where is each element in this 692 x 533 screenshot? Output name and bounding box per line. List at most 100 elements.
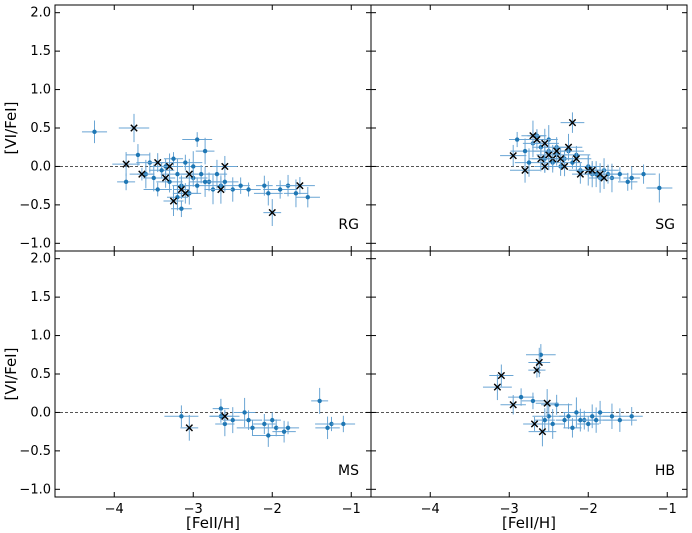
cross-marker-stroke — [560, 162, 569, 171]
y-tick-label: −1.0 — [19, 482, 51, 497]
data-point — [329, 421, 334, 427]
data-point — [214, 171, 220, 177]
panel-frame-bottom-left — [54, 250, 372, 498]
cross-marker-stroke — [568, 118, 577, 127]
data-point — [518, 394, 524, 400]
cross-marker-stroke — [564, 143, 573, 151]
data-point — [123, 179, 129, 185]
cross-marker-stroke — [576, 170, 585, 178]
cross-marker-stroke — [161, 174, 170, 182]
panel-frame-top-right — [370, 4, 688, 252]
y-axis-label-top: [VI/FeI] — [2, 102, 20, 155]
panel-hb: −4 −3 −2 −1 HB — [371, 251, 687, 517]
data-point — [262, 421, 267, 427]
data-point — [285, 425, 291, 431]
data-point — [281, 429, 287, 434]
cross-marker-stroke — [221, 162, 229, 171]
data-point — [629, 414, 634, 419]
cross-marker-stroke — [556, 155, 565, 163]
data-point — [222, 421, 228, 427]
cross-marker-stroke — [181, 189, 190, 198]
x-tick-label: −2 — [579, 502, 598, 517]
data-point — [195, 137, 200, 142]
data-point — [195, 183, 200, 188]
x-tick-label: −1 — [342, 502, 361, 517]
cross-marker-stroke — [541, 162, 549, 171]
data-point — [270, 417, 275, 423]
x-tick-label: −4 — [105, 502, 124, 517]
x-axis-label-right: [FeII/H] — [502, 514, 556, 532]
data-point — [550, 421, 555, 427]
cross-marker-stroke — [130, 124, 138, 132]
x-tick-label: −3 — [184, 502, 203, 517]
y-tick-label: 2.0 — [30, 6, 51, 21]
cross-marker-stroke — [185, 424, 193, 432]
data-point — [617, 417, 623, 423]
data-point — [305, 194, 310, 200]
cross-marker-stroke — [165, 162, 174, 171]
data-point — [191, 164, 196, 169]
data-point — [625, 179, 630, 185]
data-point — [246, 417, 251, 423]
cross-marker-stroke — [541, 139, 549, 148]
data-point — [609, 414, 615, 419]
data-point — [586, 421, 591, 427]
cross-marker-stroke — [552, 147, 561, 155]
data-point — [566, 414, 571, 419]
panel-label: HB — [655, 463, 675, 479]
data-point — [246, 187, 251, 192]
cross-marker-stroke — [596, 170, 604, 178]
data-point — [514, 137, 520, 142]
panel-frame-bottom-right — [370, 250, 688, 498]
panel-label: SG — [655, 217, 675, 233]
data-point — [641, 171, 646, 177]
data-point — [222, 179, 228, 185]
cross-marker-stroke — [529, 131, 537, 140]
data-point — [250, 425, 255, 431]
panel-sg: SG — [371, 5, 687, 251]
cross-marker-stroke — [509, 151, 517, 160]
data-point — [179, 414, 184, 419]
cross-marker-stroke — [138, 170, 146, 178]
x-tick-label: −4 — [421, 502, 440, 517]
panel-frame-top-left — [54, 4, 372, 252]
y-tick-label: 2.0 — [30, 252, 51, 267]
panel-label: RG — [338, 217, 359, 233]
cross-marker-stroke — [497, 371, 506, 380]
data-point — [629, 175, 634, 181]
cross-marker-stroke — [221, 412, 229, 420]
cross-marker-stroke — [533, 135, 541, 144]
data-point — [266, 433, 271, 438]
data-point — [242, 410, 247, 415]
cross-marker-stroke — [177, 185, 186, 194]
x-tick-label: −3 — [500, 502, 519, 517]
data-point — [202, 148, 208, 154]
y-tick-label: −0.5 — [19, 444, 51, 459]
y-tick-label: −0.5 — [19, 198, 51, 213]
data-point — [183, 160, 188, 165]
data-point — [526, 160, 532, 165]
y-tick-label: 1.5 — [30, 290, 51, 305]
data-point — [218, 406, 224, 411]
data-point — [159, 168, 164, 173]
data-point — [238, 183, 243, 188]
data-point — [597, 410, 603, 415]
y-tick-label: 0.5 — [30, 121, 51, 136]
y-tick-label: −1.0 — [19, 236, 51, 251]
data-point — [317, 398, 322, 404]
data-point — [590, 414, 595, 419]
data-point — [293, 191, 299, 196]
data-point — [530, 398, 536, 404]
data-point — [657, 185, 662, 191]
y-axis-label-bottom: [VI/FeI] — [2, 348, 20, 401]
data-point — [262, 183, 267, 188]
cross-marker-stroke — [600, 174, 608, 182]
x-axis-label-left: [FeII/H] — [186, 514, 240, 532]
cross-marker-stroke — [169, 197, 178, 205]
y-tick-label: 1.5 — [30, 44, 51, 59]
data-point — [135, 152, 141, 158]
x-tick-label: −1 — [658, 502, 677, 517]
data-point — [198, 171, 204, 177]
data-point — [202, 179, 208, 185]
